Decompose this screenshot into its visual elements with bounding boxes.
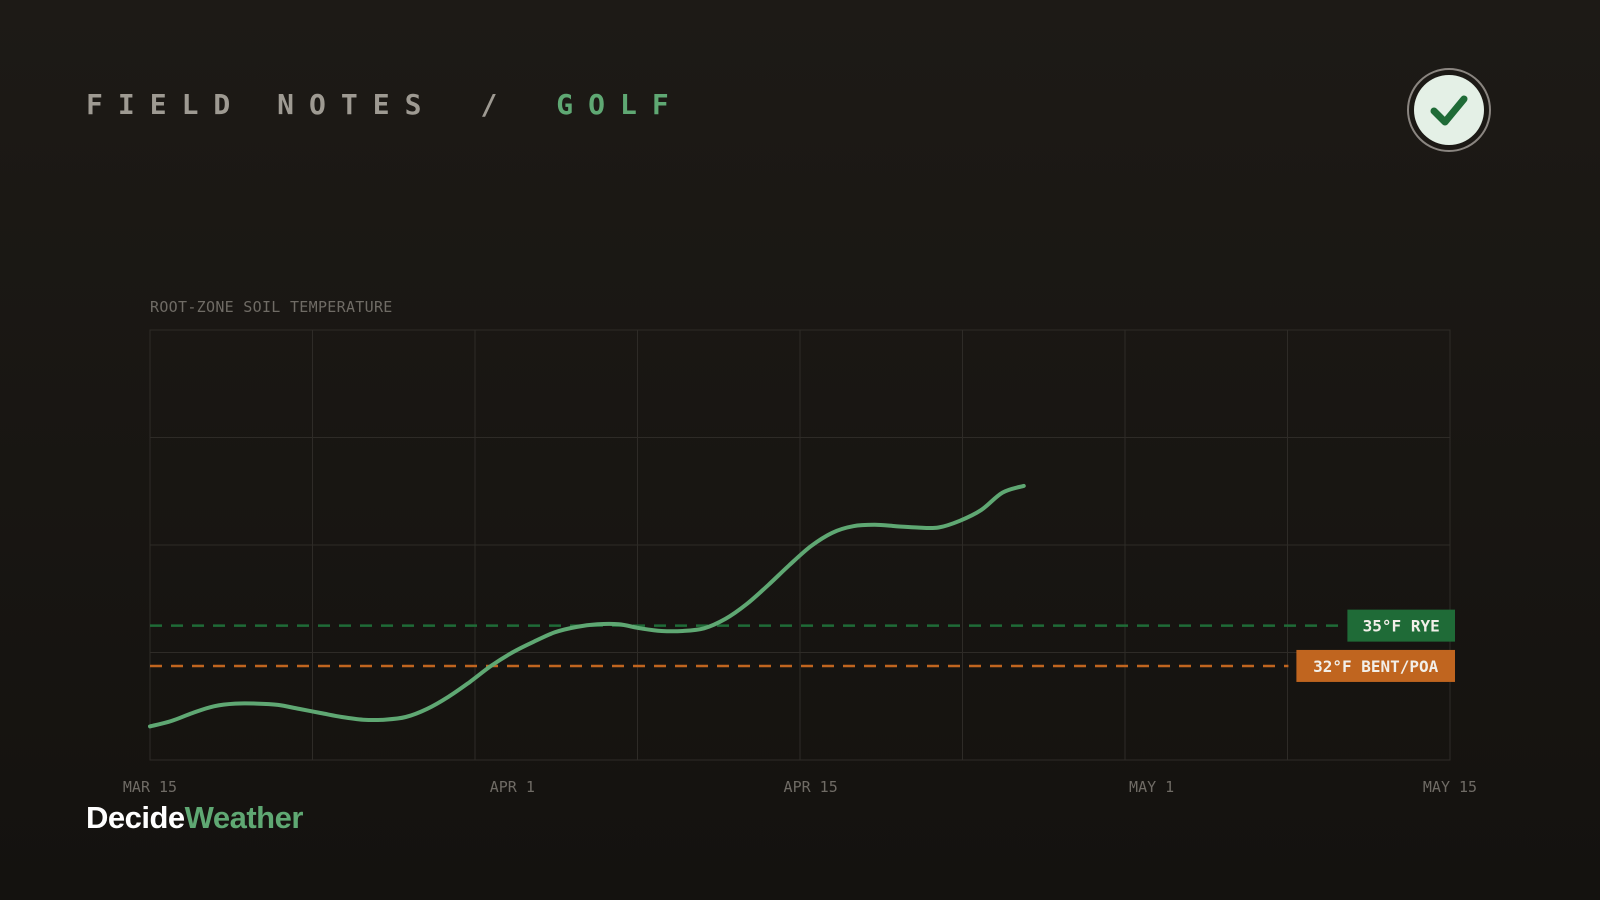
threshold-label: 35°F RYE <box>1363 617 1440 636</box>
threshold-label-box <box>1347 609 1455 642</box>
threshold-label-box <box>1296 649 1455 682</box>
verified-badge <box>1407 68 1491 152</box>
x-tick-label: MAR 15 <box>123 778 177 796</box>
chart-title: ROOT-ZONE SOIL TEMPERATURE <box>150 298 393 316</box>
brand-part2: Weather <box>184 800 304 835</box>
header-section: FIELD NOTES <box>86 88 437 121</box>
badge-inner <box>1414 75 1484 145</box>
x-tick-label: APR 15 <box>784 778 838 796</box>
brand-part1: Decide <box>86 800 185 835</box>
x-tick-label: APR 1 <box>490 778 535 796</box>
header-separator: / <box>480 88 513 121</box>
series-line <box>148 483 1026 729</box>
x-tick-label: MAY 15 <box>1423 778 1477 796</box>
x-tick-label: MAY 1 <box>1129 778 1174 796</box>
checkmark-icon <box>1430 95 1468 126</box>
page-header: FIELD NOTES / GOLF <box>86 88 684 121</box>
brand-logo: DecideWeather <box>86 800 303 836</box>
header-topic: GOLF <box>556 88 684 121</box>
threshold-label: 32°F BENT/POA <box>1313 657 1439 676</box>
